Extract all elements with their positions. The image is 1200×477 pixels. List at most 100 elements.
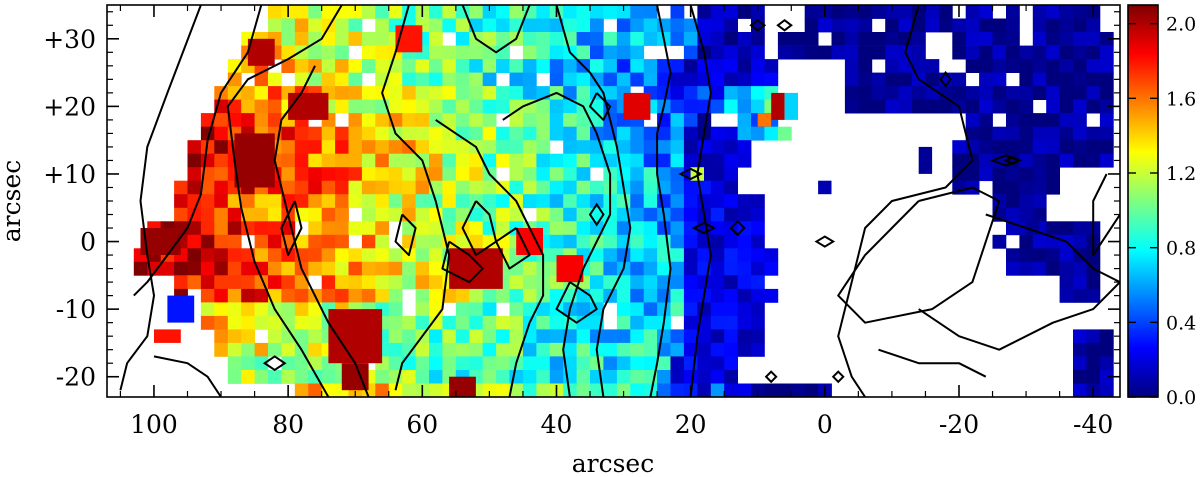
heatmap-cell	[643, 261, 658, 276]
heatmap-cell	[361, 248, 376, 263]
heatmap-cell	[751, 32, 765, 46]
heatmap-cell	[496, 18, 510, 33]
heatmap-cell	[308, 315, 323, 330]
heatmap-cell	[670, 302, 685, 317]
heatmap-cell	[576, 86, 591, 100]
heatmap-cell	[482, 59, 497, 73]
heatmap-cell	[616, 342, 631, 357]
heatmap-cell	[335, 180, 349, 195]
heatmap-cell	[670, 113, 685, 127]
heatmap-cell	[509, 99, 524, 114]
heatmap-cell	[1046, 180, 1060, 195]
heatmap-cell	[241, 288, 255, 303]
heatmap-cell	[200, 275, 215, 290]
heatmap-cell	[979, 113, 993, 127]
heatmap-cell	[415, 72, 430, 87]
heatmap-cell	[187, 234, 202, 249]
heatmap-cell	[630, 248, 645, 263]
heatmap-cell	[415, 315, 430, 330]
heatmap-cell	[482, 194, 497, 209]
heatmap-cell	[361, 5, 376, 19]
heatmap-cell	[361, 86, 376, 100]
heatmap-cell	[308, 329, 323, 344]
heatmap-cell	[603, 5, 618, 19]
heatmap-cell	[429, 383, 443, 397]
heatmap-cell	[308, 207, 323, 222]
heatmap-cell	[509, 126, 524, 141]
heatmap-cell	[670, 234, 685, 249]
heatmap-cell	[1032, 59, 1047, 73]
heatmap-cell	[402, 153, 416, 168]
heatmap-cell	[724, 397, 738, 411]
heatmap-cell	[697, 113, 712, 127]
heatmap-cell	[522, 153, 537, 168]
heatmap-cell	[630, 302, 645, 317]
heatmap-cell	[402, 207, 416, 222]
x-tick-label: 100	[130, 410, 178, 439]
heatmap-cell	[482, 356, 497, 371]
heatmap-cell	[965, 126, 980, 141]
heatmap-cell	[294, 126, 309, 141]
heatmap-cell	[630, 167, 645, 182]
contour-lines	[119, 5, 1120, 397]
heatmap-cell	[603, 261, 618, 276]
heatmap-cell	[455, 59, 470, 73]
heatmap-cell	[724, 302, 738, 317]
heatmap-cell	[375, 234, 390, 249]
heatmap-cell	[737, 261, 752, 276]
heatmap-cell	[979, 59, 993, 73]
heatmap-cell	[455, 180, 470, 195]
heatmap-cell	[268, 342, 282, 357]
heatmap-cell	[268, 275, 282, 290]
heatmap-cell	[979, 18, 993, 33]
heatmap-cell	[200, 140, 215, 155]
heatmap-cell	[281, 275, 296, 290]
heatmap-cell	[616, 288, 631, 303]
heatmap-cell	[643, 32, 658, 46]
heatmap-cell	[590, 261, 604, 276]
heatmap-cell	[898, 72, 913, 87]
heatmap-cell	[1073, 126, 1087, 141]
heatmap-cell	[509, 72, 524, 87]
heatmap-cell	[630, 153, 645, 168]
heatmap-cell	[858, 5, 873, 19]
heatmap-cell	[657, 288, 671, 303]
heatmap-cell	[294, 180, 309, 195]
heatmap-cell	[388, 261, 403, 276]
heatmap-cell	[254, 72, 269, 87]
heatmap-hot-spot	[247, 38, 275, 66]
contour-line	[461, 5, 531, 54]
heatmap-cell	[321, 59, 336, 73]
heatmap-cell	[710, 261, 725, 276]
contour-line	[133, 5, 263, 297]
heatmap-cell	[724, 126, 738, 141]
heatmap-cell	[415, 194, 430, 209]
heatmap-cell	[1086, 356, 1101, 371]
heatmap-cell	[549, 342, 564, 357]
heatmap-cell	[1019, 45, 1034, 60]
heatmap-cell	[724, 59, 738, 73]
heatmap-cell	[335, 288, 349, 303]
heatmap-cell	[630, 18, 645, 33]
heatmap-cell	[254, 194, 269, 209]
heatmap-cell	[348, 86, 363, 100]
heatmap-cell	[281, 126, 296, 141]
heatmap-cell	[388, 383, 403, 397]
heatmap-cell	[1086, 342, 1101, 357]
heatmap-cell	[227, 207, 242, 222]
heatmap-hot-spot	[818, 180, 832, 195]
heatmap-cell	[603, 221, 618, 236]
heatmap-cell	[536, 370, 551, 384]
heatmap-cell	[1086, 370, 1101, 384]
heatmap-cell	[724, 261, 738, 276]
heatmap-cell	[1019, 234, 1034, 249]
heatmap-cell	[1099, 329, 1114, 344]
heatmap-cell	[979, 72, 993, 87]
heatmap-cell	[375, 180, 390, 195]
heatmap-cell	[402, 370, 416, 384]
heatmap-cell	[214, 167, 229, 182]
heatmap-cell	[321, 248, 336, 263]
heatmap-cell	[844, 45, 859, 60]
heatmap-cell	[522, 370, 537, 384]
heatmap-cell	[630, 288, 645, 303]
